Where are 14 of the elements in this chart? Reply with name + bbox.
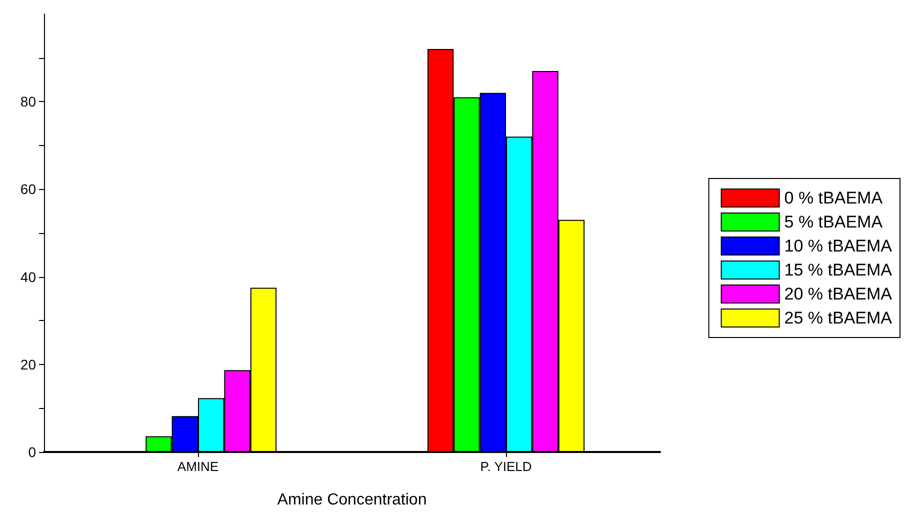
x-tick-label: AMINE <box>177 459 219 474</box>
y-tick-label: 80 <box>20 94 36 110</box>
legend-label: 20 % tBAEMA <box>784 284 893 304</box>
x-tick-label: P. YIELD <box>480 459 532 474</box>
legend-label: 0 % tBAEMA <box>784 188 884 208</box>
y-tick-label: 40 <box>20 268 36 285</box>
legend-label: 25 % tBAEMA <box>784 308 893 328</box>
legend-label: 10 % tBAEMA <box>784 236 893 256</box>
legend-label: 5 % tBAEMA <box>784 212 884 232</box>
y-tick-label: 60 <box>20 181 36 198</box>
legend-label: 15 % tBAEMA <box>784 260 893 280</box>
y-tick-label: 20 <box>20 356 36 372</box>
y-tick-label: 0 <box>28 444 36 460</box>
x-axis-title: Amine Concentration <box>277 492 427 508</box>
